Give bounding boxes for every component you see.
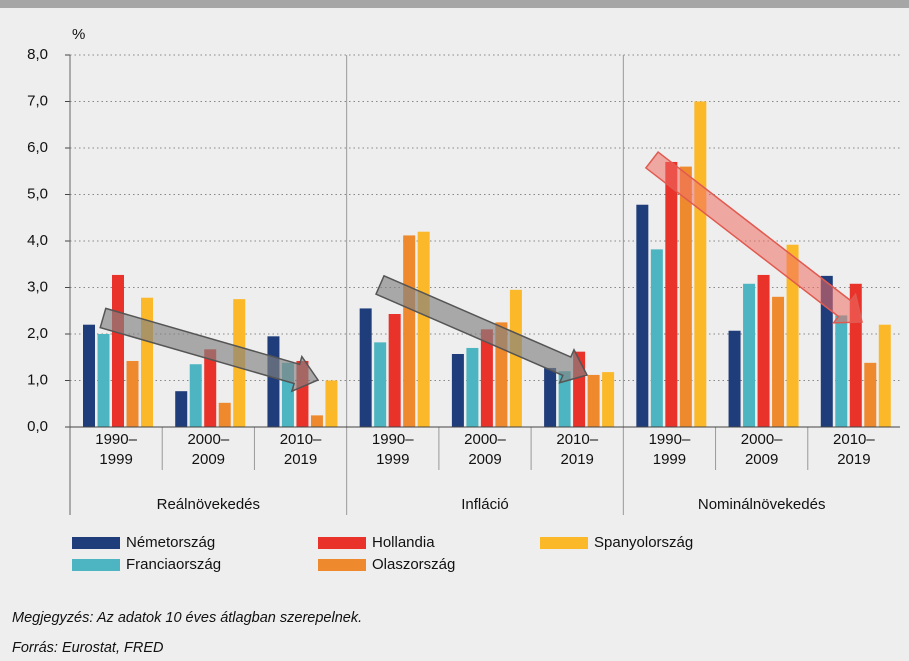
y-tick-label: 3,0	[27, 278, 48, 295]
x-tick-label: 2000– 2009	[741, 431, 783, 468]
bar	[665, 161, 678, 427]
bar	[743, 283, 756, 427]
bar	[126, 360, 139, 427]
legend-label: Németország	[126, 534, 215, 551]
x-tick-label: 2010– 2019	[833, 431, 875, 468]
bar	[83, 324, 95, 427]
x-tick-label: 2010– 2019	[556, 431, 598, 468]
bar	[466, 347, 479, 427]
x-tick-label: 2000– 2009	[187, 431, 229, 468]
bar	[359, 308, 372, 427]
bar	[480, 329, 493, 427]
bar	[189, 364, 202, 427]
bar	[772, 296, 785, 427]
bar	[204, 349, 217, 427]
legend-swatch	[72, 537, 120, 549]
y-tick-label: 1,0	[27, 371, 48, 388]
trend-arrow	[375, 274, 589, 384]
note: Megjegyzés: Az adatok 10 éves átlagban s…	[12, 610, 362, 626]
legend-swatch	[318, 559, 366, 571]
top-band	[0, 0, 909, 8]
arrow-shape	[644, 151, 863, 324]
bar	[374, 342, 387, 427]
bar	[451, 353, 464, 427]
x-tick-label: 1990– 1999	[372, 431, 414, 468]
group-label: Nominálnövekedés	[698, 496, 826, 513]
arrow-shape	[99, 307, 320, 393]
bar	[587, 374, 600, 427]
x-tick-label: 1990– 1999	[95, 431, 137, 468]
bar	[388, 314, 401, 427]
y-tick-label: 2,0	[27, 325, 48, 342]
source: Forrás: Eurostat, FRED	[12, 640, 163, 656]
bar	[325, 380, 338, 427]
y-unit: %	[72, 26, 85, 43]
bar	[679, 166, 692, 427]
group-label: Infláció	[461, 496, 509, 513]
y-tick-label: 6,0	[27, 139, 48, 156]
x-tick-label: 1990– 1999	[649, 431, 691, 468]
trend-arrow	[644, 151, 863, 324]
bar	[757, 274, 770, 427]
group-label: Reálnövekedés	[157, 496, 260, 513]
y-tick-label: 8,0	[27, 46, 48, 63]
bar	[310, 415, 323, 427]
y-tick-label: 4,0	[27, 232, 48, 249]
bar	[602, 372, 615, 427]
x-tick-label: 2000– 2009	[464, 431, 506, 468]
x-tick-label: 2010– 2019	[280, 431, 322, 468]
bar	[141, 297, 153, 427]
y-tick-label: 0,0	[27, 418, 48, 435]
bar	[820, 275, 833, 427]
y-tick-label: 5,0	[27, 185, 48, 202]
arrow-shape	[375, 274, 589, 384]
legend-label: Olaszország	[372, 556, 455, 573]
bar	[509, 289, 522, 427]
bar	[636, 204, 649, 427]
bar	[97, 334, 110, 427]
bar	[544, 367, 557, 427]
bar	[218, 402, 231, 427]
y-tick-label: 7,0	[27, 92, 48, 109]
bar	[835, 315, 848, 427]
bar	[417, 231, 430, 427]
bar	[786, 244, 799, 427]
trend-arrow	[99, 307, 320, 393]
legend-label: Spanyolország	[594, 534, 693, 551]
bar	[175, 391, 188, 427]
bar	[558, 371, 571, 427]
legend-label: Franciaország	[126, 556, 221, 573]
bar	[728, 330, 741, 427]
legend-label: Hollandia	[372, 534, 435, 551]
legend-swatch	[540, 537, 588, 549]
legend-swatch	[318, 537, 366, 549]
bar	[267, 336, 280, 427]
bar	[112, 274, 124, 427]
bar	[650, 249, 663, 427]
bar	[403, 235, 416, 427]
bar	[878, 324, 891, 427]
legend-swatch	[72, 559, 120, 571]
bar	[864, 362, 877, 427]
bar	[694, 101, 707, 427]
